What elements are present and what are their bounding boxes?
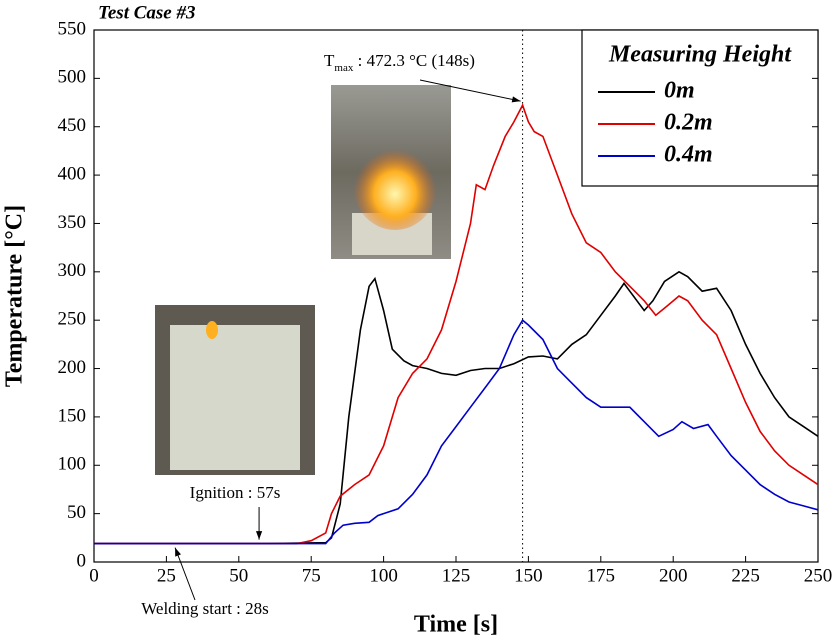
y-tick-label: 250 xyxy=(58,309,87,330)
legend-label: 0.4m xyxy=(664,142,713,168)
ignition-label: Ignition : 57s xyxy=(190,483,281,502)
y-tick-label: 450 xyxy=(58,115,87,136)
y-tick-label: 50 xyxy=(67,502,86,523)
x-tick-label: 0 xyxy=(89,565,99,586)
x-tick-label: 50 xyxy=(229,565,248,586)
photo-cube xyxy=(155,305,315,475)
welding-arrow-head xyxy=(175,547,181,557)
y-tick-label: 550 xyxy=(58,18,87,39)
y-tick-label: 0 xyxy=(77,550,87,571)
tmax-text: : 472.3 °C (148s) xyxy=(353,51,475,70)
y-tick-label: 150 xyxy=(58,405,87,426)
chart-title: Test Case #3 xyxy=(98,2,195,23)
series-line xyxy=(94,270,819,545)
x-tick-label: 125 xyxy=(442,565,471,586)
y-tick-label: 350 xyxy=(58,212,87,233)
welding-label: Welding start : 28s xyxy=(141,599,269,618)
welding-arrow xyxy=(174,547,196,601)
x-tick-label: 25 xyxy=(157,565,176,586)
y-tick-label: 500 xyxy=(58,67,87,88)
tmax-subscript: max xyxy=(334,62,353,74)
legend-title: Measuring Height xyxy=(608,42,792,68)
tmax-arrow xyxy=(419,79,521,102)
x-tick-label: 75 xyxy=(302,565,321,586)
x-axis-title: Time [s] xyxy=(414,612,498,638)
legend-label: 0.2m xyxy=(664,110,713,136)
x-tick-label: 200 xyxy=(659,565,688,586)
x-tick-label: 225 xyxy=(731,565,760,586)
legend-label: 0m xyxy=(664,78,695,104)
series-line xyxy=(94,318,819,545)
tmax-symbol: T xyxy=(324,51,335,70)
y-tick-label: 400 xyxy=(58,163,87,184)
ignition-arrow-head xyxy=(255,531,263,540)
tmax-label: Tmax : 472.3 °C (148s) xyxy=(324,51,475,74)
x-tick-label: 250 xyxy=(804,565,833,586)
tmax-arrow-head xyxy=(511,96,521,103)
x-tick-label: 150 xyxy=(514,565,543,586)
y-tick-label: 100 xyxy=(58,454,87,475)
y-tick-label: 200 xyxy=(58,357,87,378)
y-tick-label: 300 xyxy=(58,260,87,281)
x-tick-label: 175 xyxy=(587,565,616,586)
photo-fire xyxy=(331,85,451,259)
legend: Measuring Height 0m 0.2m 0.4m xyxy=(581,29,819,187)
y-axis-title: Temperature [°C] xyxy=(2,205,28,387)
series-line xyxy=(94,103,819,545)
legend-box xyxy=(581,29,819,187)
x-tick-label: 100 xyxy=(369,565,398,586)
